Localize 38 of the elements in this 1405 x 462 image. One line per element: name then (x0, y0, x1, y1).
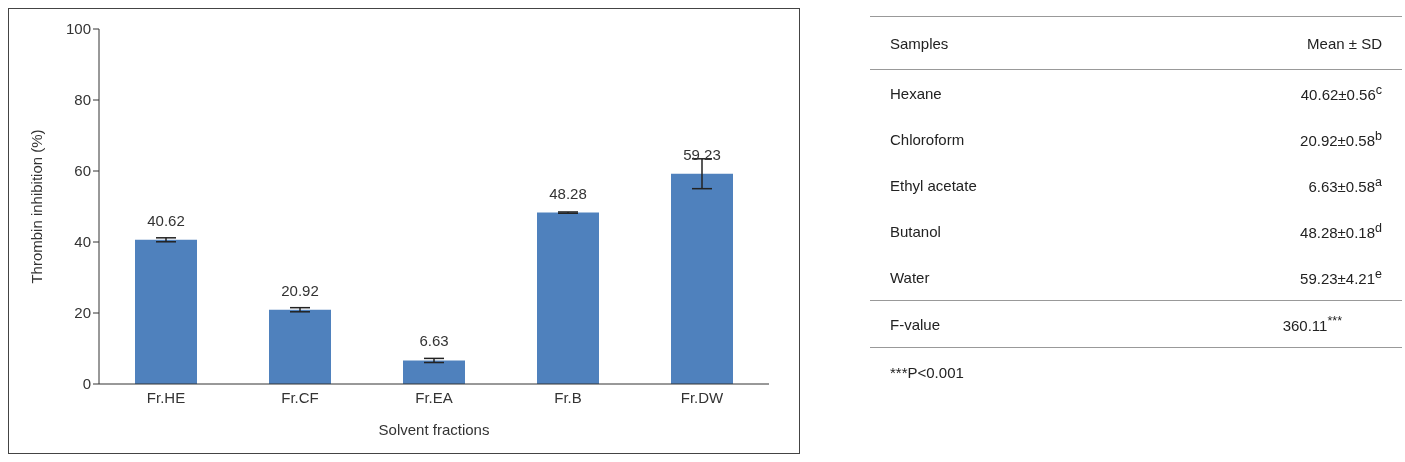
bar (671, 173, 733, 384)
text: 6.63±0.58$^{a}$ (1308, 175, 1382, 195)
text: Butanol (890, 222, 941, 240)
x-tick-label: Fr.HE (146, 388, 186, 406)
data-label: 48.28 (549, 184, 587, 202)
y-tick-label: 40 (74, 233, 91, 251)
text: Samples (890, 34, 949, 52)
data-label: 40.62 (147, 211, 185, 229)
y-tick-label: 0 (82, 375, 91, 393)
x-tick-label: Fr.DW (680, 388, 725, 406)
x-tick-label: Fr.EA (415, 388, 453, 406)
text: 48.28±0.18$^{d}$ (1300, 221, 1382, 241)
bar (269, 309, 331, 384)
x-tick-label: Fr.CF (281, 388, 319, 406)
y-tick-label: 80 (74, 91, 91, 109)
data-label: 6.63 (419, 332, 449, 350)
text: ***P<0.001 (889, 363, 965, 383)
y-axis-title: Thrombin inhibition (%) (28, 129, 46, 284)
data-label: 59.23 (683, 145, 721, 163)
text: 20.92±0.58$^{b}$ (1300, 129, 1382, 149)
text: F-value (890, 315, 941, 333)
x-tick-label: Fr.B (554, 388, 582, 406)
text: 59.23±4.21$^{e}$ (1300, 267, 1382, 287)
text: Ethyl acetate (890, 176, 977, 194)
y-tick-label: 100 (65, 20, 91, 38)
bar (537, 212, 599, 384)
text: Water (890, 268, 930, 286)
y-tick-label: 60 (74, 162, 91, 180)
data-label: 20.92 (281, 281, 319, 299)
text: Hexane (890, 84, 942, 102)
text: Chloroform (890, 130, 965, 148)
text: 360.11$^{***}$ (1282, 314, 1342, 334)
x-axis-title: Solvent fractions (378, 421, 490, 438)
text: 40.62±0.56$^{c}$ (1300, 83, 1382, 103)
y-tick-label: 20 (74, 304, 91, 322)
bar (135, 239, 197, 384)
bar (403, 360, 465, 384)
text: Mean ± SD (1307, 34, 1382, 52)
